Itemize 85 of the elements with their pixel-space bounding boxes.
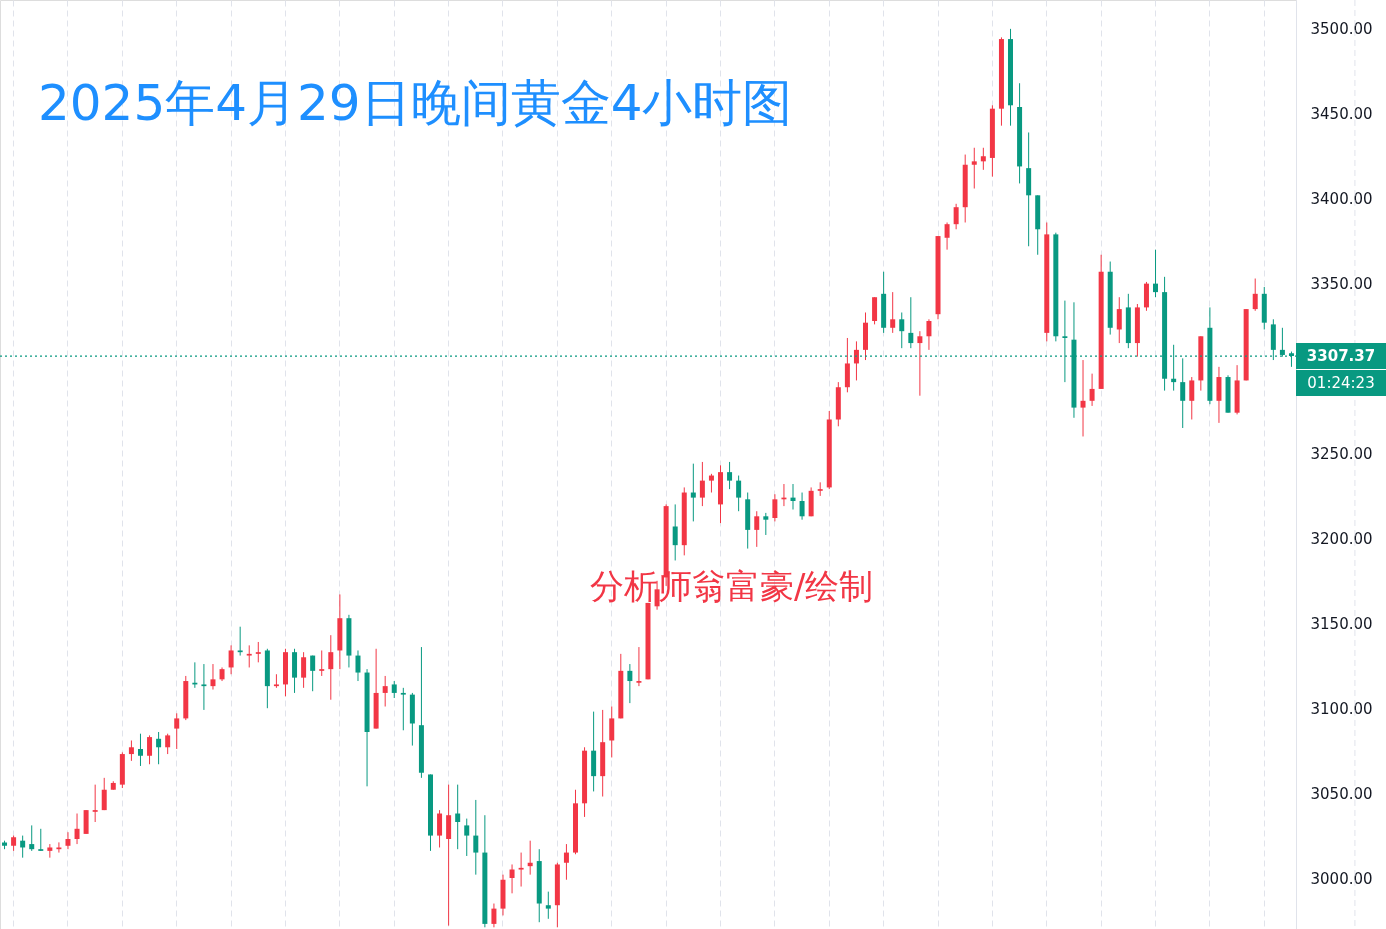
candlestick — [83, 809, 89, 835]
candlestick — [754, 510, 760, 548]
candlestick — [980, 147, 986, 171]
y-tick-label: 3000.00 — [1310, 869, 1373, 888]
candlestick — [65, 831, 71, 850]
candlestick — [944, 221, 950, 251]
y-tick-label: 3400.00 — [1310, 190, 1373, 209]
candlestick — [563, 843, 569, 881]
y-tick-label: 3450.00 — [1310, 105, 1373, 124]
candlestick — [908, 296, 914, 349]
candlestick — [672, 503, 678, 561]
y-tick-label: 3250.00 — [1310, 444, 1373, 463]
candlestick — [917, 330, 923, 397]
y-tick-label: 3200.00 — [1310, 529, 1373, 548]
candlestick — [328, 634, 334, 701]
candlestick — [237, 626, 243, 657]
candlestick — [772, 493, 778, 522]
candlestick — [609, 706, 615, 758]
candlestick — [101, 777, 107, 811]
candlestick — [1080, 359, 1086, 437]
candlestick — [1089, 373, 1095, 407]
candlestick — [382, 675, 388, 708]
candlestick — [74, 813, 80, 845]
candlestick — [301, 651, 307, 689]
candlestick — [437, 809, 443, 848]
candlestick — [491, 903, 497, 928]
candlestick — [1116, 296, 1122, 344]
candlestick — [708, 473, 714, 494]
candlestick — [971, 147, 977, 190]
candlestick — [355, 649, 361, 682]
candlestick — [137, 733, 143, 767]
text: 01:24:23 — [1307, 374, 1375, 393]
candlestick — [853, 340, 859, 381]
candlestick — [509, 863, 515, 894]
candlestick — [174, 712, 180, 750]
candlestick — [926, 318, 932, 351]
y-tick-label: 3100.00 — [1310, 699, 1373, 718]
candlestick — [736, 475, 742, 512]
candlestick — [29, 824, 35, 852]
y-tick-label: 3350.00 — [1310, 275, 1373, 294]
candlestick — [1153, 249, 1159, 298]
candlestick — [201, 663, 207, 711]
candlestick — [953, 203, 959, 230]
candlestick — [899, 312, 905, 349]
y-tick-label: 3150.00 — [1310, 614, 1373, 633]
candlestick — [473, 799, 479, 876]
candlestick — [400, 687, 406, 731]
candlestick — [156, 731, 162, 765]
candlestick — [890, 291, 896, 334]
candlestick — [255, 641, 261, 663]
y-tick-label: 3050.00 — [1310, 784, 1373, 803]
text: 2025年4月29日晚间黄金4小时图 — [38, 74, 793, 132]
candlestick — [56, 841, 62, 854]
y-tick-label: 3500.00 — [1310, 20, 1373, 39]
candlestick — [872, 296, 878, 325]
candlestick — [545, 891, 551, 920]
candlestick — [1252, 278, 1258, 312]
candlestick — [310, 655, 316, 692]
candlestick — [636, 646, 642, 687]
candlestick — [844, 337, 850, 393]
candlestick — [727, 461, 733, 490]
annotation: 分析师翁富豪/绘制 — [590, 566, 874, 606]
candlestick — [1180, 357, 1186, 429]
candlestick — [147, 734, 153, 765]
ref-line-label: 3307.37 — [1306, 347, 1376, 366]
candlestick — [1143, 281, 1149, 312]
candlestick — [246, 644, 252, 668]
candlestick — [799, 492, 805, 521]
candlestick — [1189, 376, 1195, 420]
candlestick — [455, 784, 461, 850]
candlestick — [319, 649, 325, 677]
candlestick — [228, 644, 234, 675]
candlestick — [690, 463, 696, 522]
candlestick — [38, 828, 44, 852]
candlestick — [699, 461, 705, 507]
candlestick — [1216, 366, 1222, 424]
candlestick — [128, 739, 134, 762]
candlestick — [464, 818, 470, 857]
candlestick — [518, 852, 524, 888]
candlestick — [210, 663, 216, 691]
candlestick — [92, 784, 98, 823]
candlestick — [446, 784, 452, 927]
candlestick — [763, 512, 769, 536]
candlestick — [165, 733, 171, 755]
candlestick — [627, 663, 633, 704]
